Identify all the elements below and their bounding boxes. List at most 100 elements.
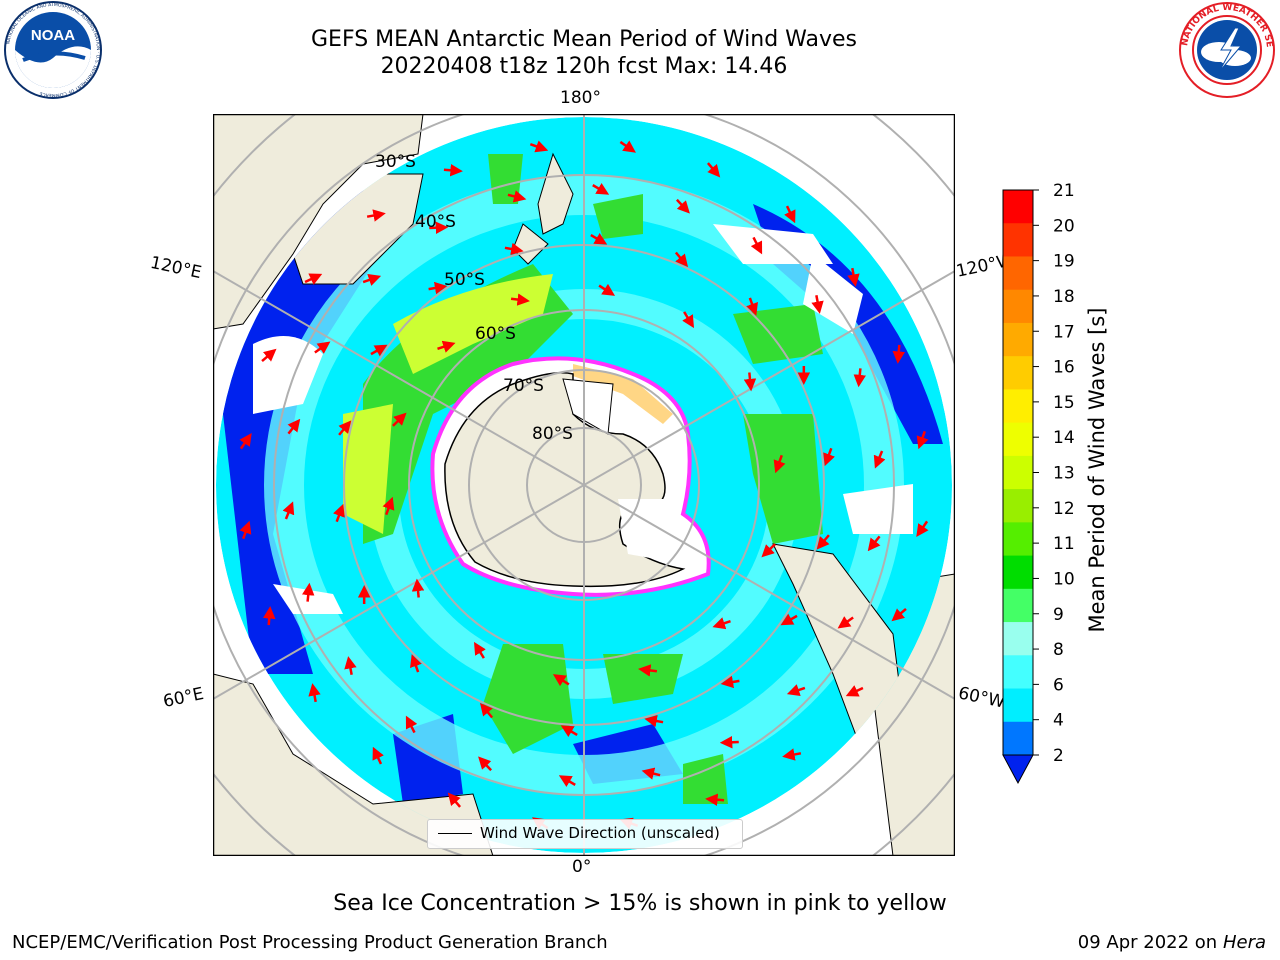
plot-subtitle: 20220408 t18z 120h fcst Max: 14.46 [380, 54, 788, 79]
lat-label-70s: 70°S [503, 376, 544, 396]
colorbar-segment [1003, 190, 1033, 224]
wind-wave-arrow [263, 606, 276, 626]
wind-wave-arrow [304, 273, 323, 285]
colorbar-tick-label: 16 [1053, 358, 1075, 378]
wind-wave-arrow [429, 221, 449, 234]
colorbar-tick-label: 10 [1053, 569, 1075, 589]
colorbar: 21 20 19 18 17 16 15 14 13 12 11 10 9 8 6 4 2 [985, 180, 1185, 800]
wind-wave-arrow [786, 684, 806, 697]
wind-wave-arrow [405, 715, 418, 734]
sea-ice-caption: Sea Ice Concentration > 15% is shown in … [333, 891, 947, 916]
colorbar-tick-label: 11 [1053, 534, 1075, 554]
lat-label-60s: 60°S [475, 324, 516, 344]
wind-wave-arrow [845, 685, 864, 697]
colorbar-segment [1003, 489, 1033, 523]
colorbar-segment [1003, 256, 1033, 291]
colorbar-segment [1003, 223, 1033, 257]
colorbar-segment [1003, 588, 1033, 623]
wind-wave-arrow [750, 236, 763, 255]
lat-label-30s: 30°S [375, 152, 416, 172]
wind-wave-arrow [916, 430, 929, 450]
wind-wave-arrow [682, 311, 695, 329]
colorbar-tick-label: 6 [1053, 675, 1064, 695]
wind-wave-arrow [344, 656, 357, 675]
wind-wave-arrow [847, 267, 860, 287]
colorbar-extend-arrow [1002, 754, 1034, 785]
wind-wave-arrow [712, 617, 731, 630]
wind-wave-arrow [239, 520, 252, 540]
wind-wave-arrow [362, 273, 382, 286]
wind-wave-arrow [504, 242, 524, 256]
wind-wave-arrow [837, 616, 854, 629]
wind-wave-arrow [302, 582, 315, 602]
wind-wave-arrow [644, 714, 664, 728]
colorbar-tick-label: 8 [1053, 640, 1064, 660]
wind-wave-arrow [447, 792, 462, 808]
colorbar-label: Mean Period of Wind Waves [s] [1085, 307, 1109, 633]
polar-map [113, 14, 1055, 956]
wind-wave-arrow [372, 746, 384, 765]
nws-logo-icon: NATIONAL WEATHER SERVICE [1174, 0, 1277, 100]
colorbar-tick-label: 2 [1053, 746, 1064, 766]
wind-wave-arrow [816, 534, 830, 550]
wind-wave-arrow [282, 501, 295, 520]
footer-date: 09 Apr 2022 on Hera [1078, 932, 1266, 953]
colorbar-tick-label: 19 [1053, 252, 1075, 272]
footer-credit: NCEP/EMC/Verification Post Processing Pr… [12, 932, 608, 953]
lat-label-40s: 40°S [415, 212, 456, 232]
wind-wave-arrow [823, 447, 835, 467]
wind-wave-arrow [370, 344, 388, 357]
wind-wave-arrow [479, 702, 494, 719]
colorbar-segment [1003, 389, 1033, 424]
colorbar-segment [1003, 688, 1033, 723]
colorbar-tick-label: 14 [1053, 428, 1075, 448]
wind-wave-arrow [598, 283, 616, 296]
legend-label: Wind Wave Direction (unscaled) [480, 824, 720, 842]
wind-wave-arrow [891, 607, 907, 622]
wind-wave-arrow [675, 198, 690, 214]
colorbar-segment [1003, 356, 1033, 390]
wind-wave-arrow [529, 140, 549, 153]
footer-date-text: 09 Apr 2022 on [1077, 932, 1223, 953]
wind-wave-arrow [892, 344, 905, 364]
wind-wave-arrow [410, 654, 422, 673]
wind-wave-arrow [641, 767, 661, 780]
wind-wave-arrow [619, 140, 636, 153]
colorbar-tick-label: 17 [1053, 322, 1075, 342]
colorbar-segment [1003, 655, 1033, 690]
wind-wave-arrow [428, 281, 448, 295]
wind-wave-arrow [638, 664, 658, 677]
colorbar-tick-label: 20 [1053, 216, 1075, 236]
wind-wave-arrow [287, 418, 301, 435]
wind-wave-arrow [314, 341, 331, 354]
wind-wave-arrow [510, 293, 530, 306]
noaa-logo-text: NOAA [31, 27, 75, 44]
wind-wave-arrow [705, 793, 725, 806]
lon-label-60e: 60°E [161, 683, 206, 713]
colorbar-tick-label: 21 [1053, 181, 1075, 201]
wind-wave-arrow [443, 164, 463, 177]
colorbar-segment [1003, 555, 1033, 590]
lat-label-50s: 50°S [444, 270, 485, 290]
wind-wave-arrow [720, 675, 740, 689]
wind-wave-arrow [411, 578, 425, 598]
wind-wave-arrow [558, 775, 576, 787]
wind-wave-arrows [239, 140, 929, 830]
lon-label-120e: 120°E [148, 252, 204, 284]
colorbar-segment [1003, 422, 1033, 457]
noaa-logo-icon: NOAA NATIONAL OCEANIC AND ATMOSPHERIC AD… [3, 0, 103, 100]
wind-wave-arrow [761, 543, 776, 558]
lat-label-80s: 80°S [532, 424, 573, 444]
colorbar-segment [1003, 522, 1033, 557]
wind-wave-arrow [507, 190, 527, 203]
wind-wave-arrow [743, 372, 757, 392]
colorbar-segment [1003, 622, 1033, 656]
wind-wave-arrow [338, 420, 352, 436]
wind-wave-arrow [784, 205, 796, 224]
wind-wave-arrow [392, 412, 407, 427]
colorbar-segment [1003, 322, 1033, 357]
lon-label-180: 180° [560, 88, 601, 108]
colorbar-tick-label: 9 [1053, 605, 1064, 625]
plot-title: GEFS MEAN Antarctic Mean Period of Wind … [311, 27, 857, 52]
wind-wave-arrow [873, 450, 886, 469]
